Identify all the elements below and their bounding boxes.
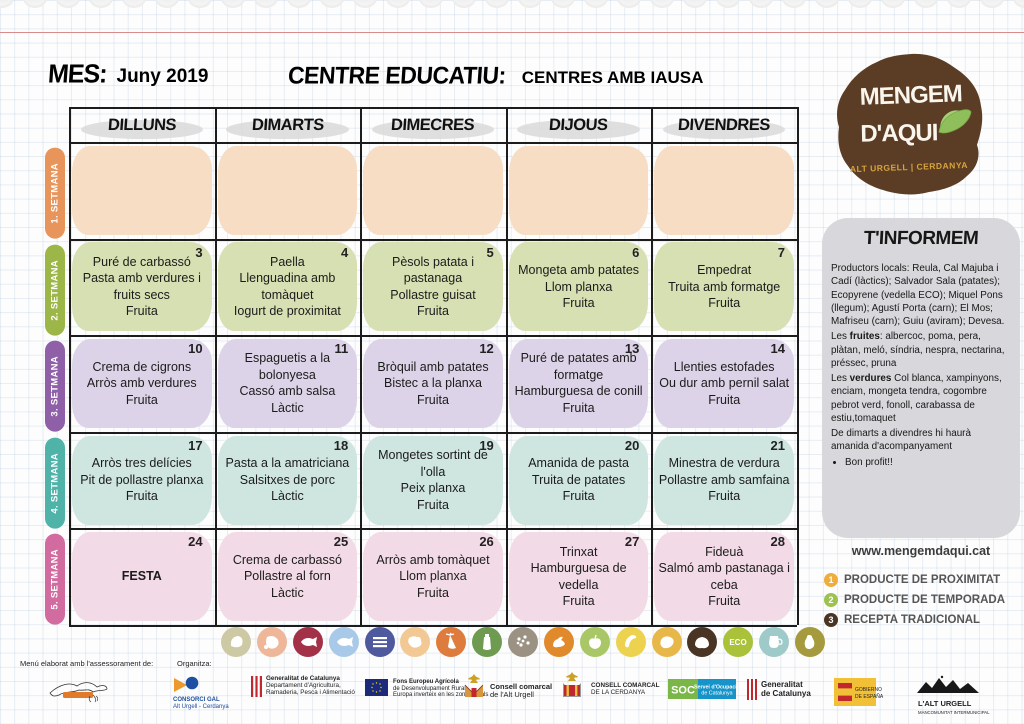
- svg-text:de Catalunya: de Catalunya: [701, 691, 732, 697]
- svg-text:MENGEM: MENGEM: [859, 80, 962, 111]
- svg-text:SOC: SOC: [671, 685, 695, 697]
- svg-text:D'AQUI: D'AQUI: [860, 119, 938, 147]
- svg-text:ECO: ECO: [730, 638, 747, 647]
